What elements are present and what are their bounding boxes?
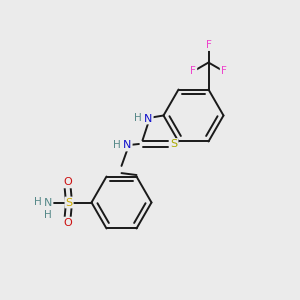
Text: F: F (206, 40, 212, 50)
Text: F: F (190, 66, 196, 76)
Text: N: N (44, 197, 52, 208)
Text: N: N (144, 113, 153, 124)
Text: H: H (34, 196, 42, 207)
Text: O: O (63, 218, 72, 228)
Text: N: N (123, 140, 132, 151)
Text: H: H (134, 112, 142, 123)
Text: O: O (63, 177, 72, 188)
Text: S: S (65, 197, 73, 208)
Text: S: S (170, 139, 178, 149)
Text: H: H (113, 140, 121, 150)
Text: F: F (220, 66, 226, 76)
Text: H: H (44, 209, 52, 220)
